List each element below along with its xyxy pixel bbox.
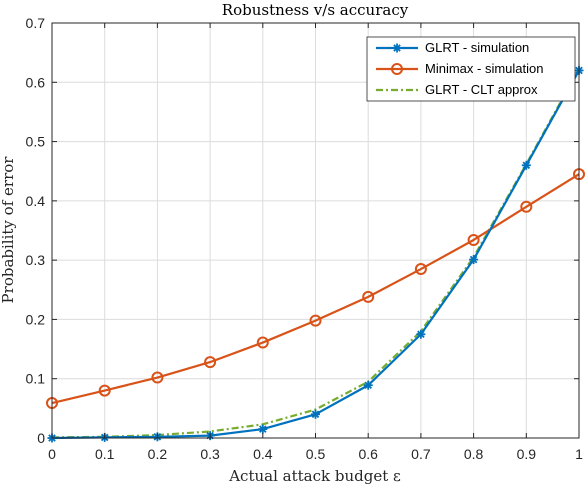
data-point-minimax-simulation [362,290,375,303]
data-point-glrt-simulation [258,424,268,434]
x-tick-label: 0.7 [411,446,431,462]
y-tick-label: 0.6 [26,74,46,90]
legend-swatch-minimax-simulation [376,63,418,75]
data-point-glrt-simulation [363,380,373,390]
y-tick-label: 0.1 [26,371,46,387]
y-tick-label: 0.2 [26,311,46,327]
legend-item-glrt-clt-approx: GLRT - CLT approx [376,82,538,97]
data-point-glrt-simulation [311,409,320,419]
data-point-minimax-simulation [467,233,480,246]
data-point-minimax-simulation [204,356,217,369]
x-tick-label: 0 [48,446,56,462]
x-tick-label: 0.9 [517,446,537,462]
x-tick-label: 0.4 [253,446,273,462]
legend-marker [392,43,402,53]
legend-label-minimax-simulation: Minimax - simulation [425,61,543,76]
x-axis-title: Actual attack budget ε [228,467,401,485]
data-point-minimax-simulation [309,314,322,327]
x-tick-label: 0.3 [200,446,220,462]
legend-item-glrt-simulation: GLRT - simulation [376,40,529,55]
y-tick-label: 0.3 [26,252,46,268]
x-tick-label: 0.6 [358,446,378,462]
data-point-glrt-simulation [521,160,531,170]
y-axis-ticks: 0 0.1 0.2 0.3 0.4 0.5 0.6 0.7 [26,15,579,446]
x-tick-label: 0.5 [306,446,326,462]
y-axis-title: Probability of error [0,156,17,304]
chart-title: Robustness v/s accuracy [222,1,409,19]
y-tick-label: 0 [37,430,45,446]
y-tick-label: 0.7 [26,15,46,31]
data-point-minimax-simulation [520,200,533,213]
data-point-minimax-simulation [151,371,164,384]
data-point-minimax-simulation [256,336,269,349]
legend-item-minimax-simulation: Minimax - simulation [376,61,543,76]
y-tick-label: 0.5 [26,134,46,150]
legend: GLRT - simulation Minimax - simulation G… [366,36,576,102]
y-tick-label: 0.4 [26,193,46,209]
legend-label-glrt-clt-approx: GLRT - CLT approx [425,82,538,97]
x-tick-label: 0.1 [95,446,115,462]
legend-swatch-glrt-simulation [376,43,418,53]
data-point-glrt-simulation [416,329,426,339]
x-tick-label: 0.2 [148,446,168,462]
data-point-minimax-simulation [98,384,111,397]
legend-label-glrt-simulation: GLRT - simulation [425,40,529,55]
data-point-minimax-simulation [414,263,427,276]
x-axis-ticks: 0 0.1 0.2 0.3 0.4 0.5 0.6 0.7 0.8 0.9 1 [48,23,583,462]
legend-marker [391,63,403,75]
x-tick-label: 0.8 [464,446,484,462]
x-tick-label: 1 [575,446,583,462]
data-point-glrt-simulation [469,255,479,265]
